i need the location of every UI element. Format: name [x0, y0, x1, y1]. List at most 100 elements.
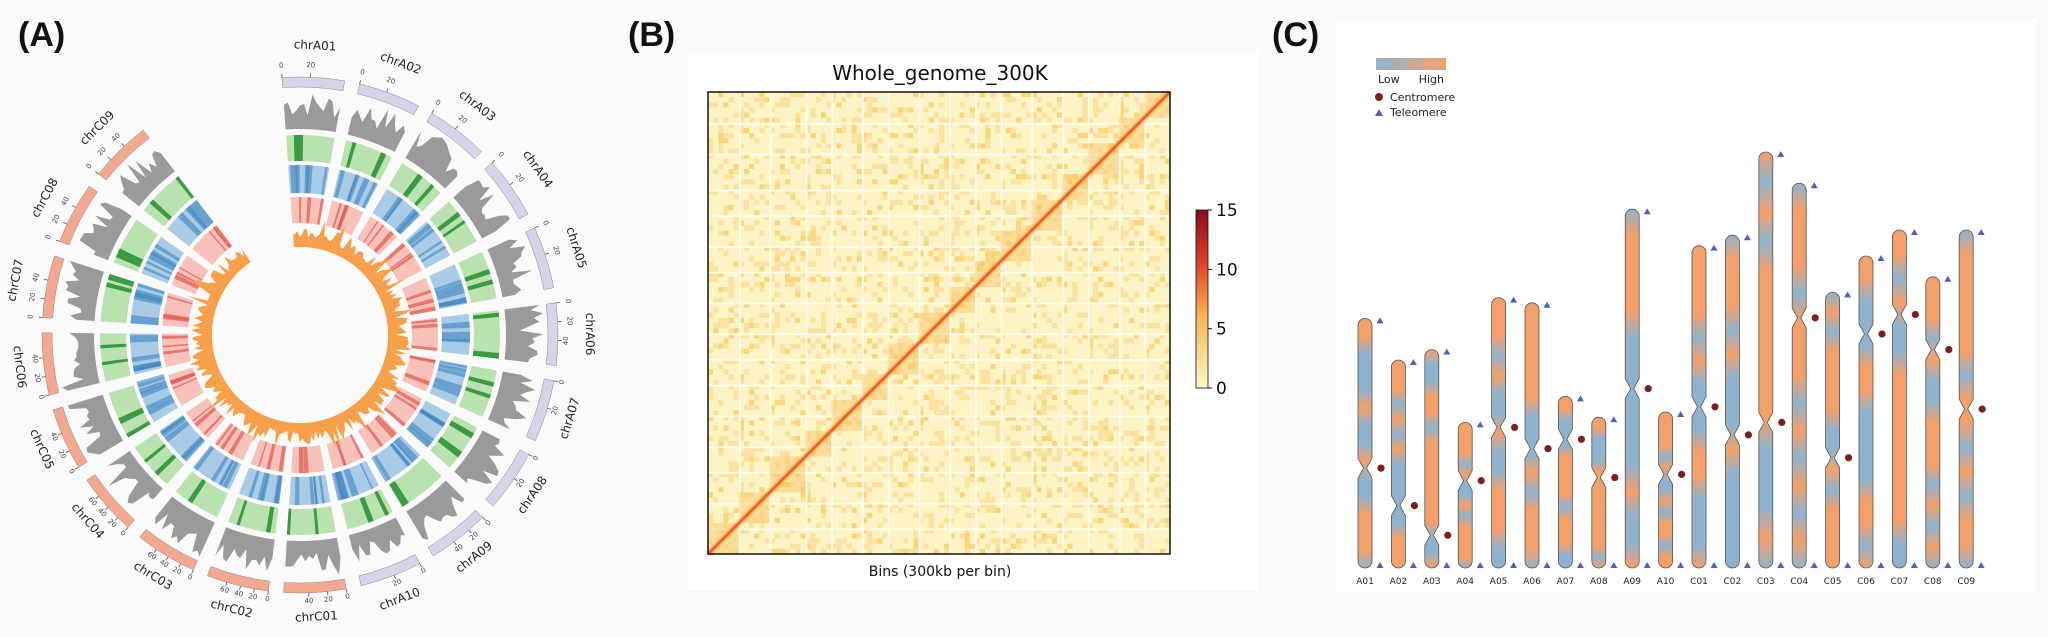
tick-label: 20 [551, 245, 561, 256]
chromosome-boundary [708, 503, 1170, 505]
heatmap-cell [944, 549, 949, 554]
heatmap-cell [780, 349, 785, 354]
heatmap-cell [800, 338, 805, 343]
tick-mark [432, 110, 434, 113]
heatmap-cell [995, 128, 1000, 133]
heatmap-cell [898, 451, 903, 456]
chromosome-name: C09 [1957, 577, 1975, 587]
heatmap-cell [1114, 220, 1119, 225]
heatmap-cell [939, 523, 944, 528]
heatmap-cell [744, 113, 749, 118]
heatmap-cell [1011, 133, 1016, 138]
heatmap-cell [1103, 128, 1108, 133]
heatmap-cell [1037, 236, 1042, 241]
centromere-marker [1745, 431, 1752, 438]
heatmap-cell [898, 498, 903, 503]
heatmap-cell [872, 318, 877, 323]
tick-label: 40 [60, 196, 71, 208]
heatmap-cell [1155, 451, 1160, 456]
density-histogram [215, 527, 275, 571]
heatmap-cell [785, 277, 790, 282]
heatmap-cell [1108, 369, 1113, 374]
heatmap-cell [723, 436, 728, 441]
heatmap-cell [1149, 184, 1154, 189]
heatmap-cell [970, 128, 975, 133]
heatmap-cell [913, 400, 918, 405]
chromosome-name: A02 [1390, 577, 1408, 587]
heatmap-cell [734, 164, 739, 169]
heatmap-cell [811, 318, 816, 323]
heatmap-title: Whole_genome_300K [832, 61, 1048, 85]
heatmap-cell [816, 379, 821, 384]
tick-label: 0 [44, 234, 53, 241]
heatmap-cell [1042, 426, 1047, 431]
heatmap-cell [995, 544, 1000, 549]
tick-mark [535, 226, 539, 228]
heatmap-cell [1139, 539, 1144, 544]
heatmap-cell [960, 395, 965, 400]
heatmap-cell [754, 395, 759, 400]
heatmap-cell [970, 107, 975, 112]
tick-label: 60 [146, 550, 158, 562]
heatmap-cell [913, 431, 918, 436]
heatmap-cell [872, 539, 877, 544]
heatmap-cell [883, 164, 888, 169]
heatmap-cell [1021, 498, 1026, 503]
heatmap-cell [723, 210, 728, 215]
heatmap-cell [816, 164, 821, 169]
heatmap-cell [764, 395, 769, 400]
heatmap-cell [729, 467, 734, 472]
heatmap-cell [1016, 261, 1021, 266]
tick-label: 20 [33, 373, 42, 383]
heatmap-cell [1042, 410, 1047, 415]
heatmap-cell [1042, 277, 1047, 282]
chromosome-label: chrC02 [209, 597, 254, 621]
telomere-marker [1978, 229, 1985, 235]
heatmap-cell [713, 297, 718, 302]
heatmap-cell [1103, 421, 1108, 426]
heatmap-cell [800, 107, 805, 112]
heatmap-cell [723, 138, 728, 143]
heatmap-cell [903, 539, 908, 544]
heatmap-cell [867, 369, 872, 374]
heatmap-cell [1165, 369, 1170, 374]
tick-label: 40 [304, 597, 313, 605]
heatmap-cell [723, 231, 728, 236]
heatmap-cell [1093, 297, 1098, 302]
heatmap-cell [857, 179, 862, 184]
heatmap-cell [970, 113, 975, 118]
heatmap-cell [877, 323, 882, 328]
tick-label: 20 [248, 592, 258, 601]
tick-label: 0 [359, 68, 365, 77]
heatmap-cell [1129, 318, 1134, 323]
heatmap-cell [1026, 487, 1031, 492]
heatmap-cell [1006, 349, 1011, 354]
heatmap-cell [713, 379, 718, 384]
heatmap-cell [723, 133, 728, 138]
heatmap-cell [852, 133, 857, 138]
heatmap-cell [883, 195, 888, 200]
tick-label: 40 [31, 272, 41, 282]
heatmap-cell [1078, 338, 1083, 343]
tick-label: 0 [279, 62, 284, 70]
heatmap-cell [780, 133, 785, 138]
heatmap-cell [1078, 323, 1083, 328]
heatmap-cell [877, 523, 882, 528]
heatmap-cell [990, 508, 995, 513]
heatmap-cell [1098, 128, 1103, 133]
heatmap-cell [790, 133, 795, 138]
panel-b-label: (B) [628, 16, 675, 55]
heatmap-cell [1139, 544, 1144, 549]
chromosome-body [1892, 230, 1906, 568]
heatmap-cell [1160, 277, 1165, 282]
heatmap-cell [1129, 487, 1134, 492]
heatmap-cell [759, 267, 764, 272]
heatmap-cell [867, 513, 872, 518]
heatmap-cell [883, 349, 888, 354]
heatmap-cell [1083, 107, 1088, 112]
heatmap-cell [734, 328, 739, 333]
heatmap-cell [826, 102, 831, 107]
heatmap-cell [934, 410, 939, 415]
heatmap-cell [954, 421, 959, 426]
heatmap-cell [995, 200, 1000, 205]
